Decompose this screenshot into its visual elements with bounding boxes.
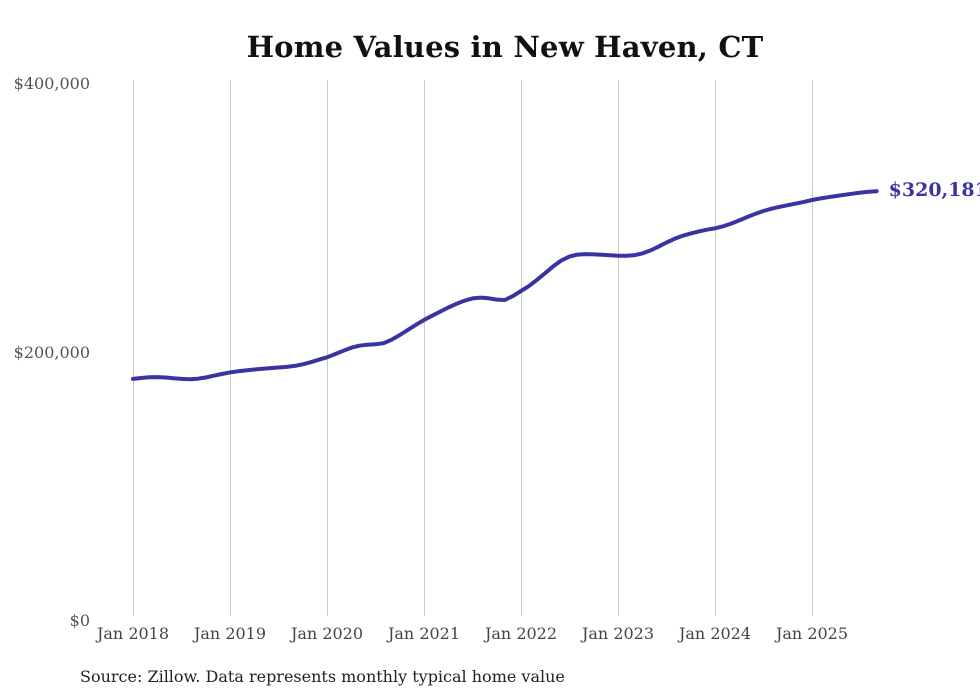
y-axis-tick-label: $400,000 bbox=[13, 74, 90, 93]
x-axis-tick-label: Jan 2019 bbox=[193, 624, 267, 643]
x-axis-tick-label: Jan 2022 bbox=[484, 624, 558, 643]
x-axis-tick-label: Jan 2023 bbox=[581, 624, 655, 643]
home-value-line bbox=[131, 189, 879, 382]
x-axis-tick-label: Jan 2020 bbox=[290, 624, 364, 643]
gridlines bbox=[133, 80, 813, 616]
source-note: Source: Zillow. Data represents monthly … bbox=[80, 667, 565, 686]
x-axis-tick-label: Jan 2024 bbox=[678, 624, 752, 643]
latest-value-label: $320,181 bbox=[888, 179, 980, 202]
y-axis-tick-label: $200,000 bbox=[13, 342, 90, 362]
x-axis-tick-label: Jan 2018 bbox=[96, 624, 170, 643]
x-axis-tick-label: Jan 2021 bbox=[387, 624, 461, 643]
x-axis-tick-label: Jan 2025 bbox=[775, 624, 849, 643]
chart-title: Home Values in New Haven, CT bbox=[246, 30, 764, 64]
y-axis-tick-label: $0 bbox=[69, 611, 90, 630]
